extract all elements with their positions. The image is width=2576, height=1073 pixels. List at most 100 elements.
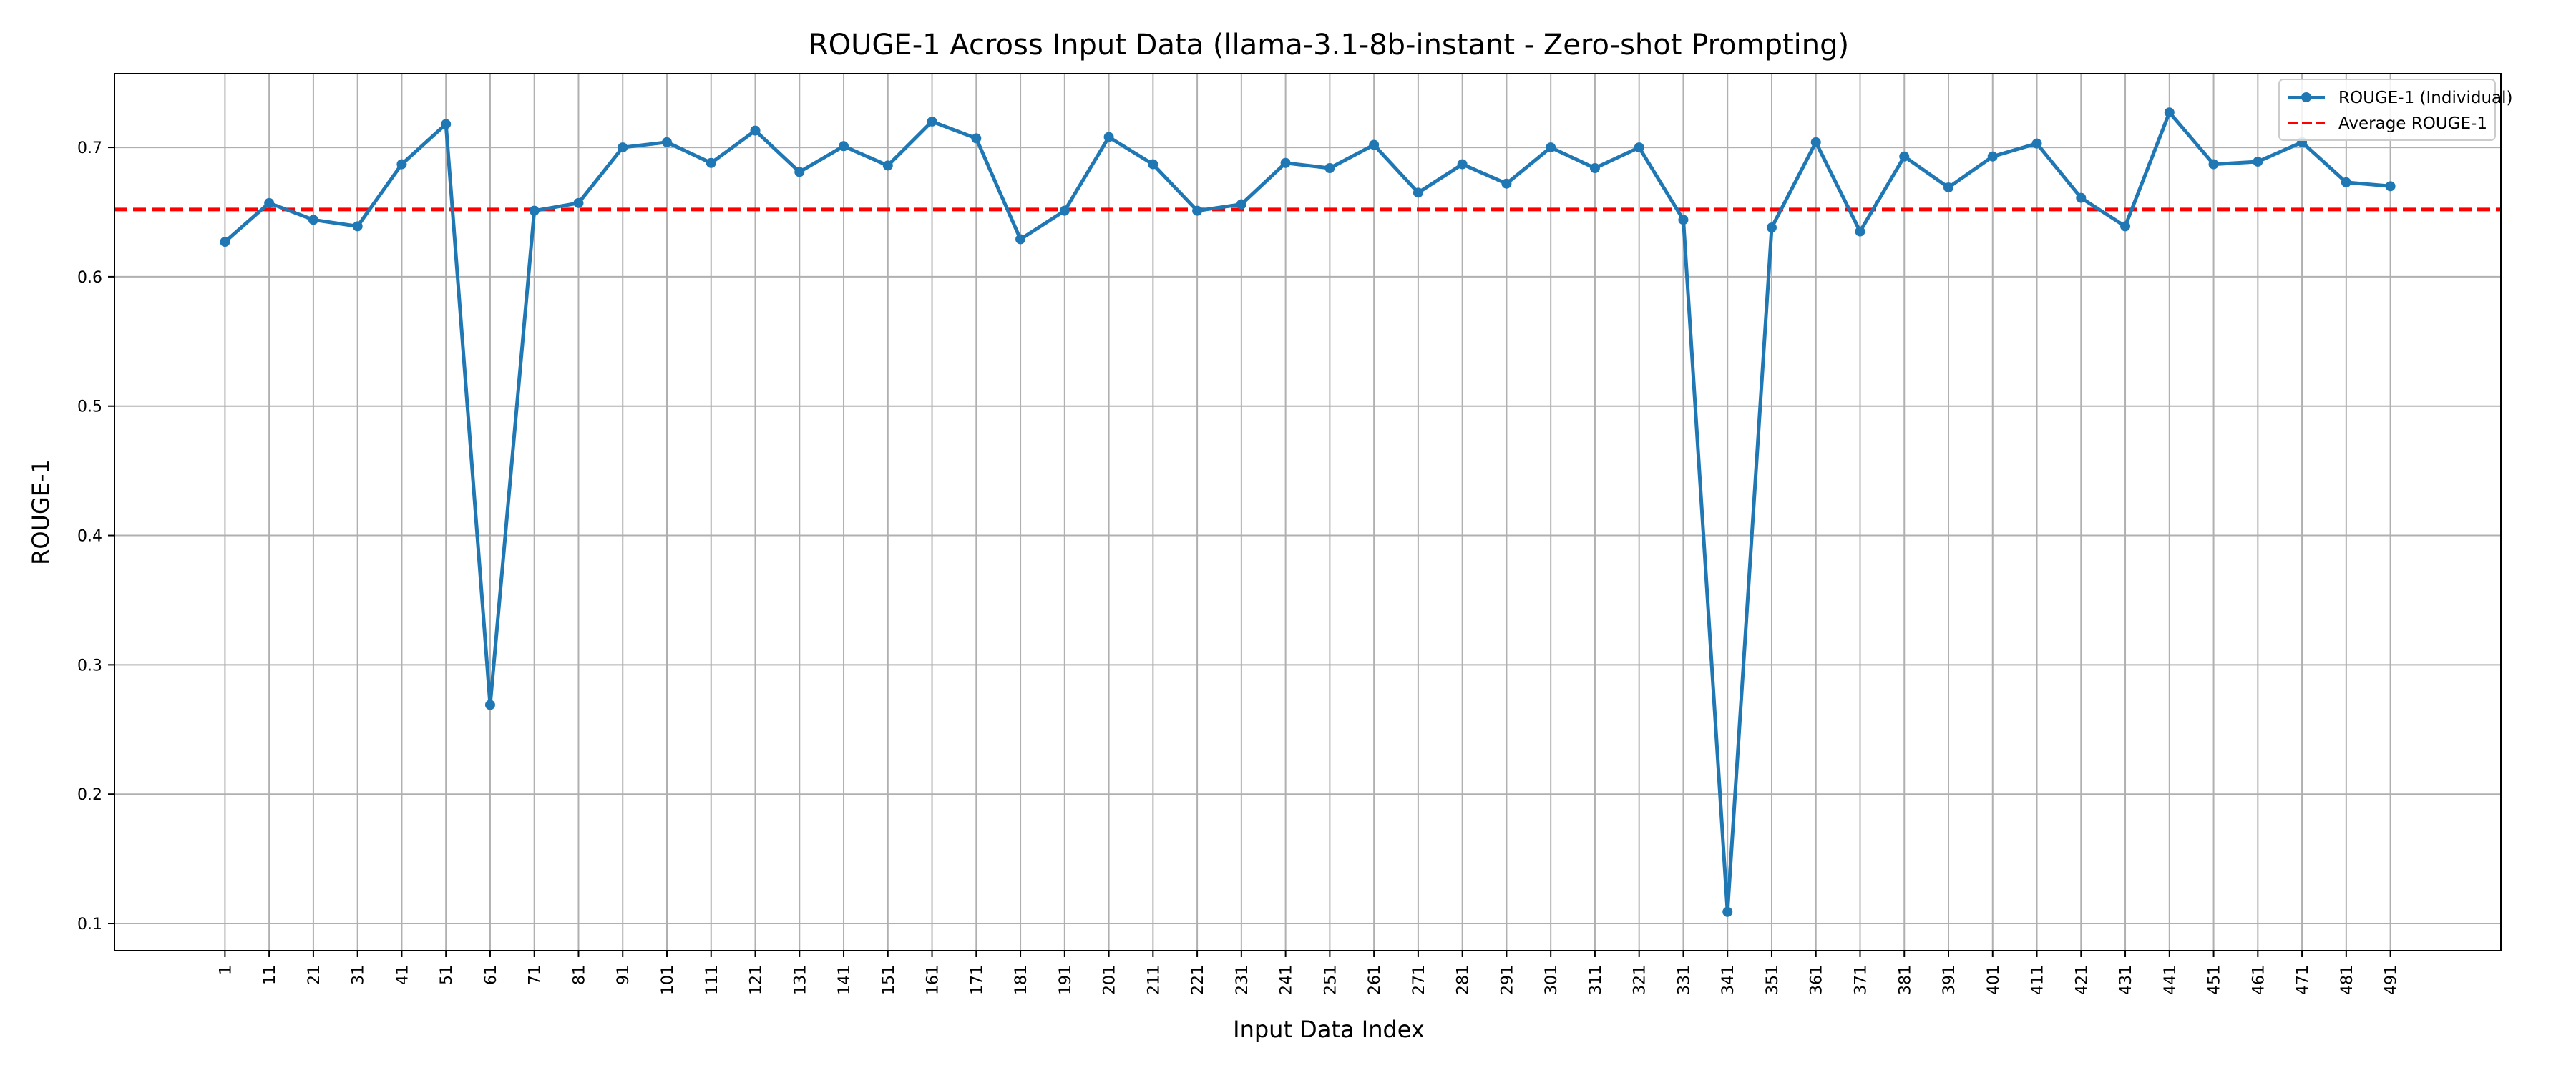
x-axis-ticks: 1 11 21 31 41 51 61 71 81 91 101 111 121 131 141 151 161… (217, 951, 2401, 995)
data-point (2164, 107, 2175, 118)
data-point (1987, 151, 1998, 162)
data-point (839, 141, 849, 152)
x-tick-label: 381 (1896, 965, 1914, 995)
data-point (2253, 156, 2263, 167)
x-tick-label: 221 (1189, 965, 1207, 995)
x-tick-label: 431 (2117, 965, 2135, 995)
chart-title: ROUGE-1 Across Input Data (llama-3.1-8b-… (809, 29, 1849, 62)
x-tick-label: 81 (570, 965, 588, 985)
x-tick-label: 311 (1587, 965, 1605, 995)
data-point (2208, 159, 2219, 170)
data-point (2341, 177, 2351, 187)
data-point (573, 197, 584, 208)
data-point (1589, 163, 1600, 174)
x-tick-label: 11 (261, 965, 279, 985)
data-point (441, 119, 452, 129)
data-point (971, 133, 982, 144)
y-tick-label: 0.4 (77, 528, 102, 546)
data-point (1899, 151, 1910, 162)
data-point (1413, 187, 1423, 198)
data-point (1103, 132, 1114, 142)
data-point (1280, 157, 1291, 168)
x-tick-label: 101 (659, 965, 677, 995)
y-tick-label: 0.2 (77, 786, 102, 804)
data-point (2031, 138, 2042, 149)
y-tick-label: 0.7 (77, 139, 102, 157)
data-point (1722, 906, 1733, 917)
data-point (1192, 205, 1203, 216)
data-point (618, 142, 628, 153)
data-point (1015, 234, 1026, 245)
legend-label-individual: ROUGE-1 (Individual) (2338, 89, 2512, 107)
x-tick-label: 271 (1410, 965, 1428, 995)
plot-frame (114, 73, 2502, 951)
legend-label-average: Average ROUGE-1 (2338, 114, 2487, 133)
data-point (1501, 178, 1512, 189)
data-point (882, 160, 893, 171)
data-point (1634, 142, 1644, 153)
x-tick-label: 41 (394, 965, 411, 985)
x-tick-label: 471 (2294, 965, 2312, 995)
data-point (927, 116, 937, 127)
x-tick-label: 261 (1366, 965, 1384, 995)
x-tick-label: 21 (306, 965, 323, 985)
legend: ROUGE-1 (Individual) Average ROUGE-1 (2278, 79, 2512, 141)
data-point (2076, 192, 2087, 203)
x-tick-label: 71 (527, 965, 545, 985)
data-point (396, 159, 407, 170)
x-tick-label: 151 (880, 965, 898, 995)
x-tick-label: 421 (2073, 965, 2091, 995)
x-tick-label: 341 (1719, 965, 1737, 995)
data-point (1236, 199, 1246, 210)
data-point (220, 237, 230, 248)
x-tick-label: 401 (1985, 965, 2003, 995)
y-tick-label: 0.5 (77, 398, 102, 416)
x-tick-label: 141 (836, 965, 854, 995)
data-point (529, 205, 540, 216)
x-tick-label: 161 (924, 965, 942, 995)
data-point (1457, 159, 1468, 170)
data-point (1943, 182, 1954, 193)
data-point (1766, 222, 1777, 233)
x-tick-label: 121 (748, 965, 766, 995)
data-point (1148, 159, 1158, 170)
x-tick-label: 321 (1631, 965, 1649, 995)
y-tick-label: 0.3 (77, 657, 102, 675)
x-tick-label: 241 (1278, 965, 1296, 995)
data-point (2120, 221, 2131, 232)
x-tick-label: 61 (482, 965, 500, 985)
x-tick-label: 361 (1808, 965, 1826, 995)
x-tick-label: 441 (2162, 965, 2180, 995)
x-tick-label: 391 (1941, 965, 1958, 995)
data-point (1855, 226, 1865, 237)
data-point (1369, 139, 1380, 150)
x-tick-label: 371 (1852, 965, 1870, 995)
data-point (484, 700, 495, 710)
legend-marker-individual (2301, 92, 2311, 102)
data-point (706, 157, 716, 168)
data-point (264, 197, 275, 208)
y-axis-ticks: 0.1 0.2 0.3 0.4 0.5 0.6 0.7 (77, 139, 114, 934)
x-tick-label: 331 (1675, 965, 1693, 995)
series-line-individual (223, 110, 2391, 914)
data-point (1810, 137, 1821, 147)
x-axis-label: Input Data Index (1233, 1016, 1425, 1043)
x-tick-label: 91 (615, 965, 633, 985)
x-tick-label: 1 (217, 965, 235, 975)
x-tick-label: 181 (1013, 965, 1030, 995)
legend-box (2278, 79, 2496, 141)
data-point (794, 167, 805, 177)
x-tick-label: 51 (438, 965, 456, 985)
x-tick-label: 451 (2206, 965, 2224, 995)
x-tick-label: 281 (1455, 965, 1473, 995)
y-axis-label: ROUGE-1 (27, 459, 54, 565)
data-point (1059, 205, 1070, 216)
x-tick-label: 231 (1234, 965, 1252, 995)
grid-lines (114, 74, 2501, 951)
x-tick-label: 481 (2338, 965, 2356, 995)
y-tick-label: 0.6 (77, 269, 102, 287)
x-tick-label: 211 (1145, 965, 1163, 995)
x-tick-label: 191 (1057, 965, 1075, 995)
data-point (308, 215, 318, 225)
